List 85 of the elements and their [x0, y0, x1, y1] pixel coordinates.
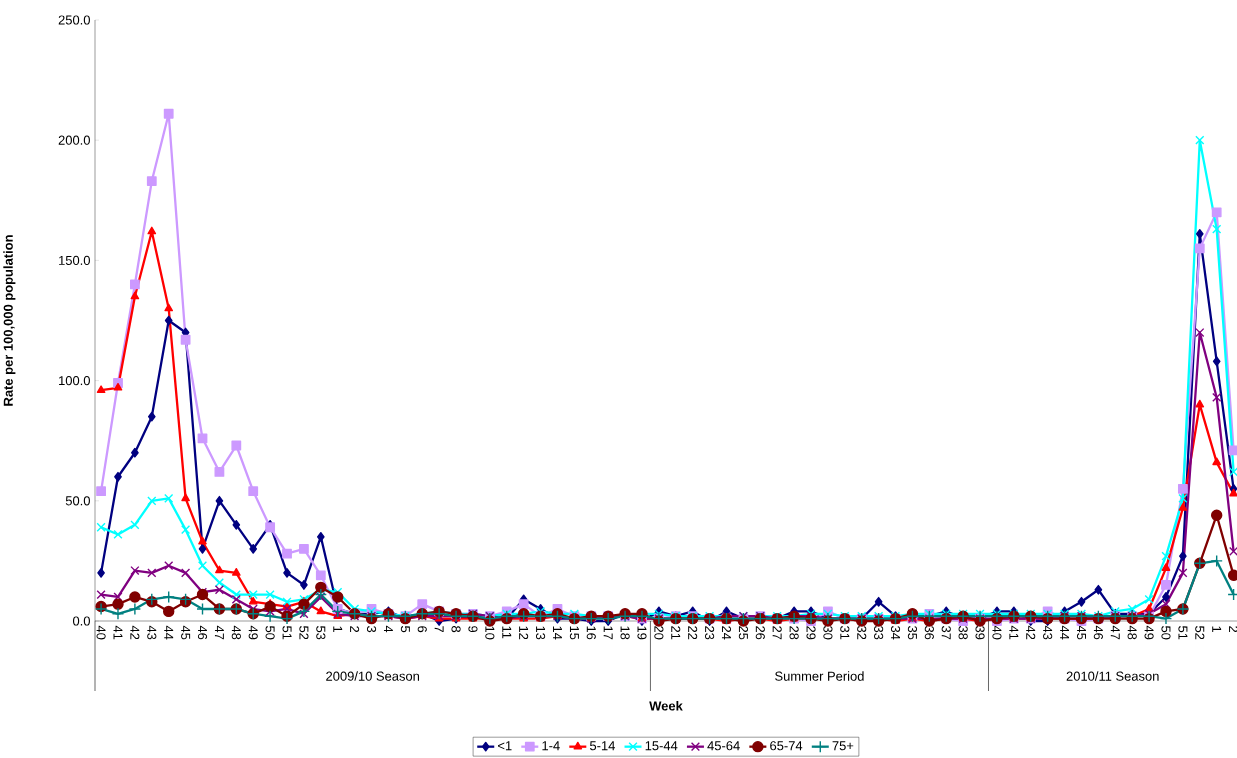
x-tick-label: 44 — [164, 625, 174, 640]
x-tick-label: 13 — [535, 626, 546, 640]
x-tick-label: 47 — [1110, 625, 1120, 640]
x-tick-label: 32 — [857, 626, 867, 640]
x-tick-label: 51 — [282, 626, 292, 640]
x-tick-label: 35 — [907, 626, 918, 640]
x-tick-label: 52 — [1195, 626, 1205, 640]
x-tick-label: 38 — [958, 626, 968, 640]
x-tick-label: 22 — [688, 626, 698, 640]
legend-label: <1 — [498, 741, 512, 751]
y-tick-label: 0.0 — [72, 616, 90, 626]
x-tick-label: 42 — [1026, 625, 1036, 640]
x-tick-label: 30 — [823, 626, 833, 640]
x-tick-label: 3 — [366, 626, 377, 633]
x-tick-label: 29 — [806, 626, 816, 640]
x-tick-label: 25 — [738, 626, 748, 640]
legend-label: 75+ — [832, 741, 854, 751]
x-tick-label: 47 — [214, 625, 224, 640]
x-tick-label: 7 — [434, 626, 444, 633]
x-tick-label: 8 — [451, 626, 461, 633]
x-tick-label: 41 — [1009, 625, 1019, 640]
x-tick-label: 31 — [840, 626, 850, 640]
x-tick-label: 36 — [924, 626, 934, 640]
x-tick-label: 48 — [1127, 625, 1137, 640]
text: Summer Period — [775, 671, 864, 681]
x-tick-label: 46 — [197, 625, 208, 640]
x-tick-label: 1 — [333, 626, 343, 633]
x-tick-label: 42 — [130, 625, 140, 640]
x-tick-label: 10 — [485, 626, 495, 640]
x-tick-label: 40 — [992, 625, 1002, 640]
x-tick-label: 41 — [113, 625, 123, 640]
x-tick-label: 1 — [1212, 626, 1222, 633]
x-tick-label: 34 — [890, 626, 901, 640]
legend-label: 1-4 — [542, 741, 560, 751]
x-tick-label: 18 — [620, 626, 630, 640]
y-tick-label: 100.0 — [59, 376, 90, 386]
x-tick-label: 6 — [417, 626, 427, 633]
x-tick-label: 14 — [553, 626, 562, 640]
x-tick-label: 28 — [789, 626, 799, 640]
x-tick-label: 43 — [1043, 625, 1053, 640]
x-tick-label: 48 — [231, 625, 241, 640]
x-tick-label: 46 — [1093, 625, 1103, 640]
x-tick-label: 16 — [586, 626, 596, 640]
text: 2010/11 Season — [1066, 671, 1159, 681]
x-tick-label: 20 — [654, 626, 664, 640]
x-tick-label: 33 — [874, 626, 884, 640]
x-tick-label: 19 — [637, 626, 647, 640]
x-tick-label: 43 — [147, 625, 157, 640]
x-tick-label: 49 — [248, 625, 258, 640]
x-tick-label: 51 — [1178, 626, 1188, 640]
x-axis-title: Week — [649, 700, 683, 711]
x-tick-label: 40 — [96, 625, 106, 640]
y-tick-label: 150.0 — [59, 255, 90, 265]
x-tick-label: 50 — [1161, 626, 1171, 640]
y-axis-title: Rate per 100,000 population — [3, 235, 16, 406]
y-tick-label: 50.0 — [65, 496, 90, 506]
x-tick-label: 17 — [603, 626, 613, 640]
x-tick-label: 12 — [519, 626, 529, 640]
x-tick-label: 44 — [1060, 625, 1070, 640]
legend-label: 15-44 — [645, 741, 678, 751]
x-tick-label: 50 — [265, 626, 275, 640]
x-tick-label: 11 — [502, 626, 512, 639]
x-tick-label: 53 — [316, 626, 326, 640]
x-tick-label: 5 — [400, 626, 410, 633]
y-tick-label: 250.0 — [58, 15, 90, 25]
legend-label: 45-64 — [707, 741, 740, 751]
x-tick-label: 52 — [299, 626, 309, 640]
y-tick-label: 200.0 — [58, 135, 90, 145]
x-tick-label: 2 — [350, 626, 360, 633]
x-tick-label: 4 — [383, 625, 393, 633]
x-tick-label: 24 — [721, 626, 732, 640]
text: 2009/10 Season — [326, 671, 420, 681]
x-tick-label: 49 — [1144, 625, 1154, 640]
x-tick-label: 26 — [755, 626, 765, 640]
x-tick-label: 27 — [772, 626, 782, 640]
x-tick-label: 15 — [569, 626, 579, 640]
x-tick-label: 37 — [941, 626, 951, 640]
x-tick-label: 45 — [1076, 625, 1086, 640]
x-tick-label: 45 — [181, 625, 191, 640]
x-tick-label: 21 — [671, 626, 681, 640]
legend-label: 65-74 — [770, 741, 803, 751]
x-tick-label: 23 — [705, 626, 715, 640]
x-tick-label: 39 — [975, 626, 985, 640]
legend-label: 5-14 — [589, 741, 615, 751]
x-tick-label: 9 — [468, 626, 478, 633]
